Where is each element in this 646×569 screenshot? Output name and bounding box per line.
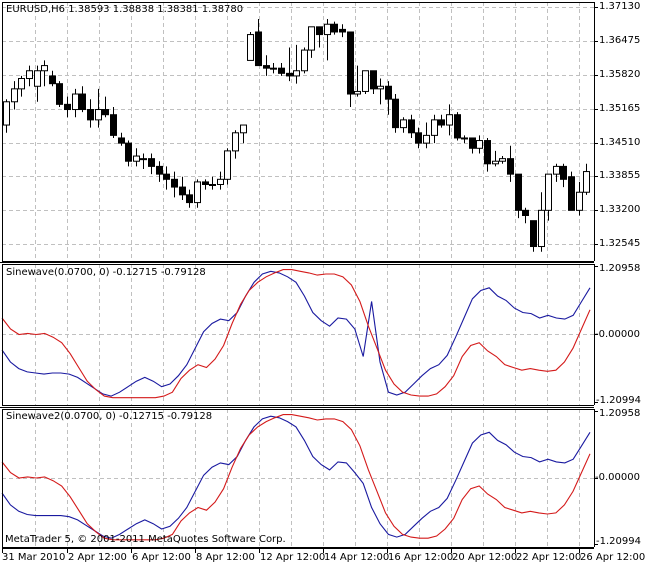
sinewave-axis-zero: -0.00000 <box>595 329 640 340</box>
sinewave2-axis-zero: -0.00000 <box>595 472 640 483</box>
price-label: 1.32545 <box>599 238 641 249</box>
sinewave-axis-top: 1.20958 <box>599 263 641 274</box>
time-label: 6 Apr 12:00 <box>132 552 191 563</box>
chart-frame <box>0 2 598 553</box>
price-candles <box>3 19 590 252</box>
price-label: 1.35165 <box>599 103 641 114</box>
sinewave2-axis-bottom: -1.20994 <box>596 536 641 547</box>
time-label: 26 Apr 12:00 <box>580 552 646 563</box>
time-label: 8 Apr 12:00 <box>196 552 255 563</box>
sinewave-axis-bottom: -1.20994 <box>596 395 641 406</box>
time-label: 16 Apr 12:00 <box>388 552 454 563</box>
sinewave-indicator-lines <box>1 269 591 399</box>
sinewave2-indicator-lines <box>1 414 591 541</box>
sinewave2-axis-top: 1.20958 <box>599 408 641 419</box>
sinewave-pane-title: Sinewave(0.0700, 0) -0.12715 -0.79128 <box>6 267 206 278</box>
time-label: 31 Mar 2010 <box>2 552 66 563</box>
time-label: 20 Apr 12:00 <box>452 552 518 563</box>
price-label: 1.33855 <box>599 170 641 181</box>
price-label: 1.35820 <box>599 69 641 80</box>
time-label: 22 Apr 12:00 <box>516 552 582 563</box>
copyright-text: MetaTrader 5, © 2001-2011 MetaQuotes Sof… <box>5 534 286 545</box>
price-label: 1.36475 <box>599 35 641 46</box>
time-label: 14 Apr 12:00 <box>324 552 390 563</box>
price-label: 1.37130 <box>599 1 641 12</box>
price-label: 1.34510 <box>599 137 641 148</box>
time-label: 12 Apr 12:00 <box>260 552 326 563</box>
sinewave2-pane-title: Sinewave2(0.0700, 0) -0.12715 -0.79128 <box>6 411 213 422</box>
time-label: 2 Apr 12:00 <box>68 552 127 563</box>
main-pane-title: EURUSD,H6 1.38593 1.38838 1.38381 1.3878… <box>6 4 244 15</box>
price-label: 1.33200 <box>599 204 641 215</box>
